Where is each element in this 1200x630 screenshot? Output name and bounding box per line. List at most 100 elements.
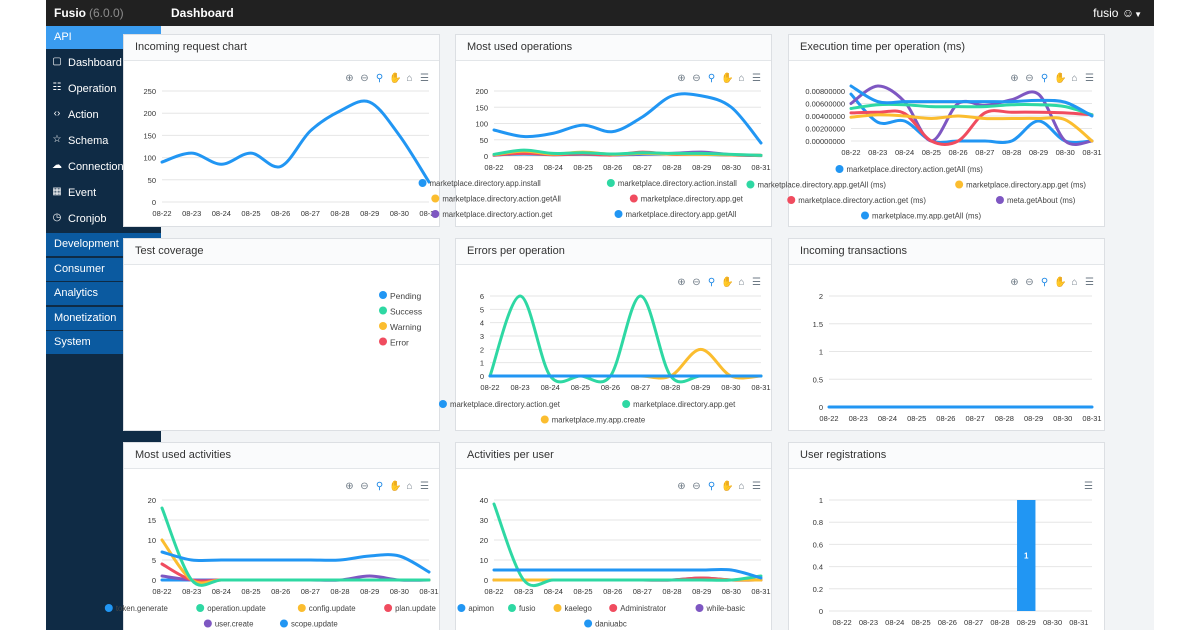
reset-zoom-icon[interactable]: ⌂ bbox=[406, 481, 413, 492]
page-title[interactable]: Dashboard bbox=[171, 6, 234, 20]
legend-item[interactable]: marketplace.my.app.getAll (ms) bbox=[872, 212, 981, 221]
zoom-in-icon[interactable]: ⊕ bbox=[677, 481, 686, 492]
series-line[interactable] bbox=[488, 347, 763, 380]
legend-item[interactable]: marketplace.directory.app.getAll (ms) bbox=[757, 181, 886, 190]
zoom-out-icon[interactable]: ⊖ bbox=[692, 73, 701, 84]
pan-icon[interactable]: ✋ bbox=[1054, 277, 1067, 288]
legend-item[interactable]: while-basic bbox=[706, 604, 746, 613]
series-line[interactable] bbox=[849, 84, 1094, 118]
legend-item[interactable]: scope.update bbox=[291, 620, 338, 629]
legend-item[interactable]: config.update bbox=[309, 604, 356, 613]
legend-item[interactable]: kaelego bbox=[565, 604, 593, 613]
legend-item[interactable]: operation.update bbox=[207, 604, 266, 613]
zoom-out-icon[interactable]: ⊖ bbox=[692, 277, 701, 288]
zoom-out-icon[interactable]: ⊖ bbox=[360, 73, 369, 84]
menu-icon[interactable]: ☰ bbox=[420, 73, 429, 84]
legend-item[interactable]: user.create bbox=[215, 620, 254, 629]
zoom-in-icon[interactable]: ⊕ bbox=[1010, 73, 1019, 84]
series-line[interactable] bbox=[849, 109, 1094, 146]
menu-icon[interactable]: ☰ bbox=[420, 481, 429, 492]
reset-zoom-icon[interactable]: ⌂ bbox=[1071, 73, 1078, 84]
menu-icon[interactable]: ☰ bbox=[1084, 481, 1093, 492]
menu-icon[interactable]: ☰ bbox=[752, 481, 761, 492]
sidebar-section-label: API bbox=[54, 31, 72, 43]
legend-item[interactable]: Success bbox=[390, 307, 422, 317]
pan-icon[interactable]: ✋ bbox=[721, 277, 734, 288]
sidebar-item-dashboard[interactable]: ▢ Dashboard bbox=[46, 51, 161, 75]
reset-zoom-icon[interactable]: ⌂ bbox=[1071, 277, 1078, 288]
zoom-out-icon[interactable]: ⊖ bbox=[692, 481, 701, 492]
legend-item[interactable]: token.generate bbox=[116, 604, 168, 613]
series-line[interactable] bbox=[492, 148, 763, 157]
reset-zoom-icon[interactable]: ⌂ bbox=[738, 481, 745, 492]
legend-item[interactable]: Warning bbox=[390, 322, 422, 332]
zoom-in-icon[interactable]: ⊕ bbox=[677, 277, 686, 288]
selection-zoom-icon[interactable]: ⚲ bbox=[707, 73, 716, 84]
zoom-out-icon[interactable]: ⊖ bbox=[1025, 73, 1034, 84]
sidebar-item-cronjob[interactable]: ◷ Cronjob bbox=[46, 207, 161, 231]
menu-icon[interactable]: ☰ bbox=[1085, 277, 1094, 288]
menu-icon[interactable]: ☰ bbox=[752, 277, 761, 288]
pan-icon[interactable]: ✋ bbox=[721, 73, 734, 84]
legend-item[interactable]: marketplace.directory.action.get bbox=[450, 400, 561, 409]
legend-item[interactable]: Error bbox=[390, 338, 409, 348]
reset-zoom-icon[interactable]: ⌂ bbox=[738, 73, 745, 84]
pan-icon[interactable]: ✋ bbox=[1054, 73, 1067, 84]
pan-icon[interactable]: ✋ bbox=[389, 73, 402, 84]
legend-item[interactable]: marketplace.directory.action.getAll bbox=[442, 195, 561, 204]
legend-item[interactable]: marketplace.directory.action.getAll (ms) bbox=[847, 165, 984, 174]
sidebar-item-action[interactable]: ‹› Action bbox=[46, 103, 161, 127]
legend-item[interactable]: meta.getAbout (ms) bbox=[1007, 196, 1076, 205]
selection-zoom-icon[interactable]: ⚲ bbox=[707, 277, 716, 288]
selection-zoom-icon[interactable]: ⚲ bbox=[375, 73, 384, 84]
sidebar-item-operation[interactable]: ☷ Operation bbox=[46, 77, 161, 101]
legend-item[interactable]: Pending bbox=[390, 291, 421, 301]
selection-zoom-icon[interactable]: ⚲ bbox=[1040, 73, 1049, 84]
series-line[interactable] bbox=[160, 506, 431, 587]
zoom-in-icon[interactable]: ⊕ bbox=[677, 73, 686, 84]
series-line[interactable] bbox=[492, 92, 763, 145]
series-line[interactable] bbox=[160, 99, 431, 184]
reset-zoom-icon[interactable]: ⌂ bbox=[738, 277, 745, 288]
pan-icon[interactable]: ✋ bbox=[389, 481, 402, 492]
legend-item[interactable]: marketplace.directory.app.get bbox=[633, 400, 736, 409]
zoom-out-icon[interactable]: ⊖ bbox=[1025, 277, 1034, 288]
legend-item[interactable]: fusio bbox=[519, 604, 536, 613]
menu-icon[interactable]: ☰ bbox=[1085, 73, 1094, 84]
legend-item[interactable]: marketplace.directory.app.install bbox=[430, 179, 541, 188]
legend-item[interactable]: marketplace.directory.app.get (ms) bbox=[966, 181, 1086, 190]
selection-zoom-icon[interactable]: ⚲ bbox=[1040, 277, 1049, 288]
zoom-in-icon[interactable]: ⊕ bbox=[345, 73, 354, 84]
series-line[interactable] bbox=[492, 502, 763, 588]
series-line[interactable] bbox=[849, 113, 1094, 143]
reset-zoom-icon[interactable]: ⌂ bbox=[406, 73, 413, 84]
sidebar-item-schema[interactable]: ☆ Schema bbox=[46, 129, 161, 153]
series-line[interactable] bbox=[849, 92, 1094, 144]
zoom-out-icon[interactable]: ⊖ bbox=[360, 481, 369, 492]
series-line[interactable] bbox=[849, 102, 1094, 117]
user-menu[interactable]: fusio ☺▼ bbox=[1093, 6, 1142, 20]
legend-item[interactable]: marketplace.directory.action.install bbox=[618, 179, 737, 188]
sidebar-item-event[interactable]: ▦ Event bbox=[46, 181, 161, 205]
legend-item[interactable]: marketplace.my.app.create bbox=[552, 416, 645, 425]
bar[interactable] bbox=[1017, 500, 1036, 611]
zoom-in-icon[interactable]: ⊕ bbox=[1010, 277, 1019, 288]
legend-item[interactable]: marketplace.directory.app.get bbox=[641, 195, 744, 204]
legend-item[interactable]: Administrator bbox=[620, 604, 666, 613]
sidebar-item-connection[interactable]: ☁ Connection bbox=[46, 155, 161, 179]
panel-errors-per-operation: Errors per operation ⊕ ⊖ ⚲ ✋ ⌂ ☰ 6 5 4 3 2 1 0 08-22 08… bbox=[438, 238, 772, 431]
pan-icon[interactable]: ✋ bbox=[721, 481, 734, 492]
legend-item[interactable]: marketplace.directory.action.get (ms) bbox=[798, 196, 926, 205]
selection-zoom-icon[interactable]: ⚲ bbox=[375, 481, 384, 492]
selection-zoom-icon[interactable]: ⚲ bbox=[707, 481, 716, 492]
zoom-in-icon[interactable]: ⊕ bbox=[345, 481, 354, 492]
series-line[interactable] bbox=[160, 550, 431, 574]
legend-item[interactable]: apimon bbox=[468, 604, 494, 613]
legend-item[interactable]: marketplace.directory.app.getAll bbox=[626, 210, 737, 219]
series-line[interactable] bbox=[492, 567, 763, 580]
menu-icon[interactable]: ☰ bbox=[752, 73, 761, 84]
legend-item[interactable]: marketplace.directory.action.get bbox=[442, 210, 553, 219]
legend-item[interactable]: plan.update bbox=[395, 604, 436, 613]
legend-item[interactable]: daniuabc bbox=[595, 620, 627, 629]
app-brand[interactable]: Fusio (6.0.0) bbox=[54, 6, 124, 20]
